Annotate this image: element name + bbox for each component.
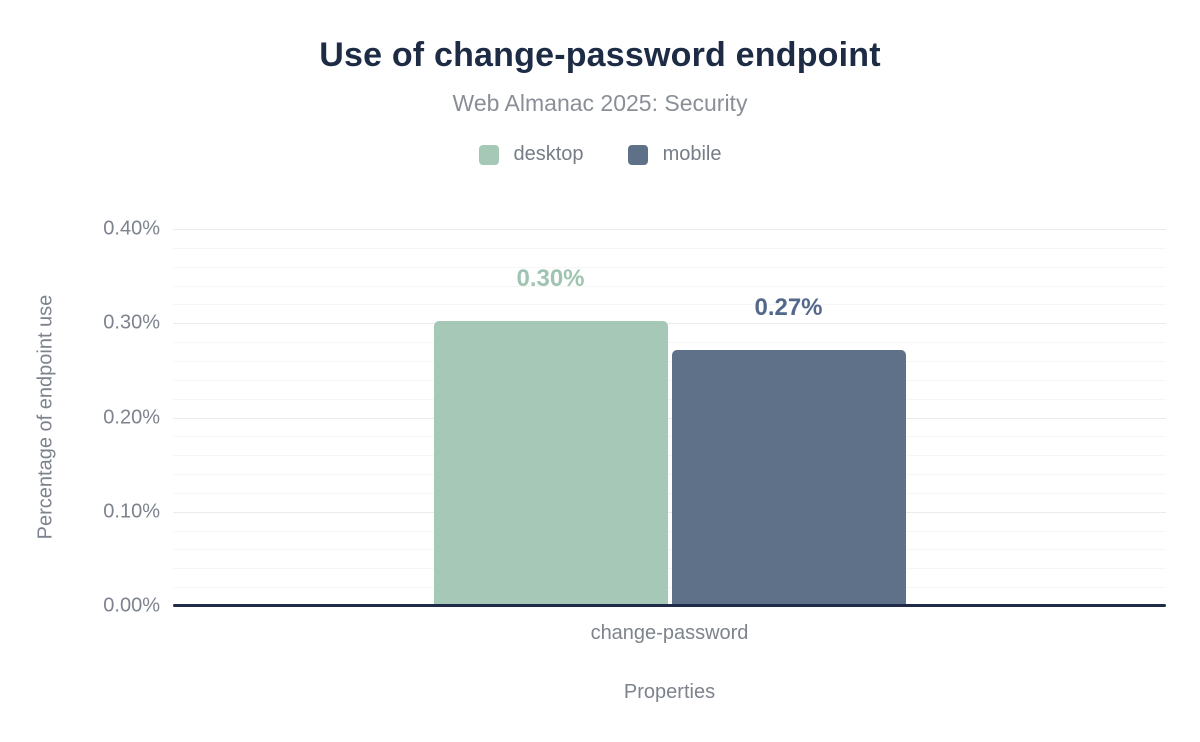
gridline-major — [173, 229, 1166, 230]
gridline-minor — [173, 455, 1166, 457]
gridline-minor — [173, 549, 1166, 551]
gridline-major — [173, 511, 1166, 513]
y-tick-label: 0.10% — [103, 500, 160, 523]
gridline-minor — [173, 474, 1166, 476]
x-category-label: change-password — [590, 622, 749, 644]
bar-desktop[interactable] — [433, 321, 668, 604]
legend: desktop mobile — [0, 143, 1200, 166]
gridline-minor — [173, 285, 1166, 287]
x-axis-title: Properties — [623, 681, 716, 703]
bar-wrap-desktop: 0.30% — [433, 267, 668, 604]
y-tick-label: 0.20% — [103, 406, 160, 428]
gridline-minor — [173, 530, 1166, 532]
gridline-minor — [173, 304, 1166, 306]
gridline-minor — [173, 398, 1166, 400]
bars-group: 0.30% 0.27% — [433, 267, 906, 604]
bar-value-label-desktop: 0.30% — [516, 265, 585, 293]
bar-mobile[interactable] — [671, 349, 906, 604]
gridline-minor — [173, 342, 1166, 344]
bar-value-label-mobile: 0.27% — [754, 293, 823, 321]
y-tick-label: 0.40% — [103, 217, 160, 240]
gridline-minor — [173, 379, 1166, 381]
legend-item-desktop[interactable]: desktop — [478, 143, 584, 166]
bar-wrap-mobile: 0.27% — [671, 295, 906, 604]
chart-title: Use of change-password endpoint — [319, 36, 881, 74]
y-tick-label: 0.00% — [103, 594, 160, 617]
gridline-minor — [173, 247, 1166, 249]
legend-label-desktop: desktop — [513, 143, 584, 165]
desktop-swatch-icon — [478, 144, 499, 165]
legend-item-mobile[interactable]: mobile — [627, 143, 722, 166]
mobile-swatch-icon — [627, 144, 648, 165]
gridline-minor — [173, 492, 1166, 494]
gridline-minor — [173, 587, 1166, 589]
legend-label-mobile: mobile — [662, 143, 722, 165]
x-axis-baseline — [173, 604, 1166, 607]
gridline-minor — [173, 568, 1166, 570]
gridline-minor — [173, 266, 1166, 268]
gridline-major — [173, 323, 1166, 325]
gridline-minor — [173, 360, 1166, 362]
chart-subtitle: Web Almanac 2025: Security — [452, 90, 748, 116]
plot-area: 0.00% 0.10% 0.20% 0.30% 0.40% 0.30% 0.27% cha… — [103, 218, 1166, 703]
gridline-major — [173, 417, 1166, 419]
y-axis-title: Percentage of endpoint use — [34, 294, 57, 540]
y-tick-label: 0.30% — [103, 311, 160, 334]
gridline-minor — [173, 436, 1166, 438]
